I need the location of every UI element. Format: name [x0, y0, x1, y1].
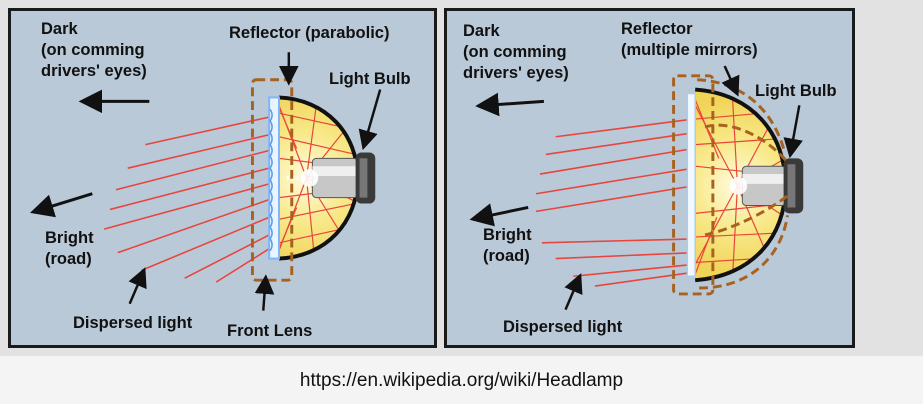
- bright-arrow: [469, 203, 529, 227]
- outgoing-rays: [103, 116, 270, 283]
- dark-label: Dark (on comming drivers' eyes): [41, 20, 147, 80]
- reflector-pointer: [721, 65, 740, 97]
- dispersed-pointer: [564, 273, 583, 311]
- mirror-dashed-outlines: [672, 74, 789, 296]
- multi-mirror-diagram-drawing: [469, 65, 804, 311]
- source-url-caption: https://en.wikipedia.org/wiki/Headlamp: [299, 370, 624, 391]
- lens-pointer: [254, 274, 275, 311]
- dispersed-pointer: [128, 267, 147, 305]
- multiple-mirror-reflector-diagram: Dark (on comming drivers' eyes) Reflecto…: [444, 8, 855, 348]
- dark-arrow: [475, 92, 544, 117]
- dispersed-light-label: Dispersed light: [73, 314, 193, 332]
- reflector-label: Reflector (multiple mirrors): [621, 20, 758, 59]
- bulb-pointer: [783, 105, 803, 159]
- light-bulb: [729, 158, 804, 214]
- parabolic-diagram-drawing: [29, 52, 382, 311]
- dark-label: Dark (on comming drivers' eyes): [463, 22, 569, 82]
- bright-label: Bright (road): [483, 226, 532, 265]
- parabolic-reflector-diagram: Dark (on comming drivers' eyes) Reflecto…: [8, 8, 437, 348]
- light-bulb-label: Light Bulb: [329, 70, 411, 88]
- outgoing-rays: [535, 118, 694, 287]
- light-bulb-label: Light Bulb: [755, 82, 837, 100]
- bright-arrow: [29, 192, 93, 218]
- front-lens: [268, 96, 280, 260]
- bulb-pointer: [358, 89, 382, 151]
- front-lens-label: Front Lens: [227, 322, 313, 340]
- light-bulb: [300, 152, 376, 204]
- bright-label: Bright (road): [45, 229, 94, 268]
- front-lens: [686, 92, 696, 277]
- dispersed-light-label: Dispersed light: [503, 318, 623, 336]
- reflector-label: Reflector (parabolic): [229, 24, 390, 42]
